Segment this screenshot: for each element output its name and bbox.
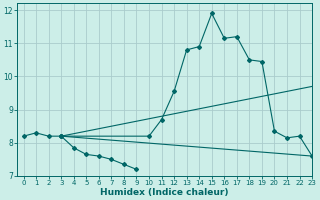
X-axis label: Humidex (Indice chaleur): Humidex (Indice chaleur) xyxy=(100,188,229,197)
